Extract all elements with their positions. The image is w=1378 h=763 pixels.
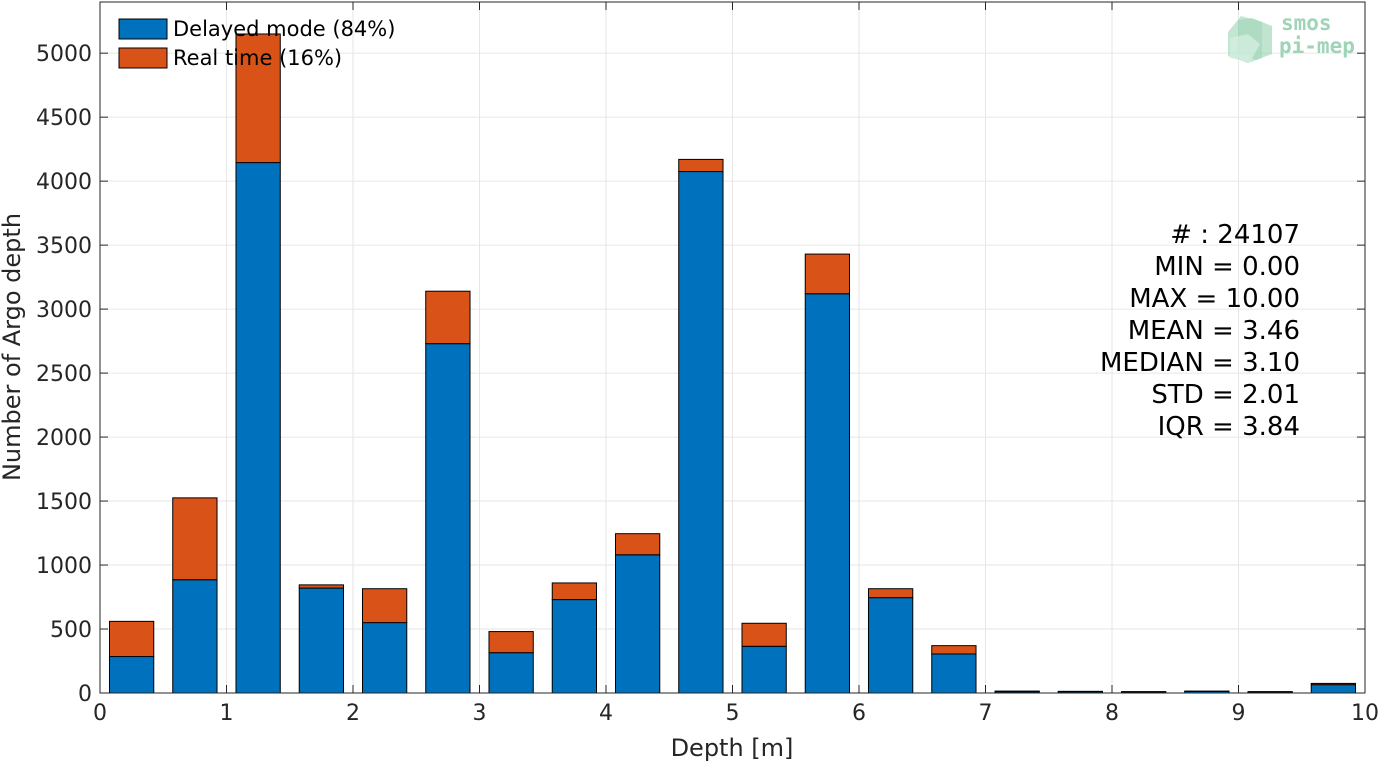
bar-delayed-mode	[361, 622, 408, 694]
stat-mean: MEAN = 3.46	[1128, 316, 1300, 346]
bar-real-time	[298, 584, 345, 589]
bar-delayed-mode	[488, 652, 534, 694]
x-tick-label: 1	[220, 701, 234, 726]
bar-real-time	[108, 620, 155, 658]
y-tick-label: 1000	[36, 554, 92, 579]
bar-real-time	[678, 158, 724, 173]
x-tick-label: 2	[346, 701, 360, 726]
y-axis-title: Number of Argo depth	[0, 213, 26, 481]
bar-delayed-mode	[678, 171, 724, 694]
bar-delayed-mode	[741, 645, 787, 694]
x-tick-label: 0	[93, 701, 107, 726]
bar-delayed-mode	[425, 343, 471, 694]
stat-std: STD = 2.01	[1151, 380, 1300, 410]
bar-real-time	[551, 582, 598, 601]
bar-real-time	[172, 497, 218, 581]
bar-delayed-mode	[804, 293, 851, 694]
smos-pimep-logo: smos pi-mep	[1228, 11, 1355, 63]
bar-delayed-mode	[235, 162, 281, 694]
legend: Delayed mode (84%) Real time (16%)	[118, 17, 395, 70]
bar-delayed-mode	[931, 653, 977, 694]
bar-delayed-mode	[867, 597, 914, 694]
y-tick-label: 0	[78, 682, 92, 707]
bar-real-time	[361, 588, 408, 624]
y-tick-label: 1500	[36, 490, 92, 515]
bar-delayed-mode	[1310, 684, 1357, 694]
y-tick-label: 3500	[36, 234, 92, 259]
bar-real-time	[425, 290, 471, 345]
logo-graphic-icon	[1228, 16, 1272, 63]
bar-real-time	[235, 33, 281, 164]
legend-swatch-realtime	[118, 47, 168, 69]
x-tick-label: 3	[473, 701, 487, 726]
legend-label-realtime: Real time (16%)	[173, 46, 342, 70]
bar-delayed-mode	[108, 656, 155, 694]
stats-annotation: # : 24107 MIN = 0.00 MAX = 10.00 MEAN = …	[1100, 220, 1300, 442]
bar-real-time	[867, 588, 914, 599]
y-tick-label: 3000	[36, 298, 92, 323]
x-tick-label: 6	[852, 701, 866, 726]
logo-text-smos: smos	[1281, 11, 1332, 35]
stat-min: MIN = 0.00	[1154, 252, 1300, 282]
legend-label-delayed: Delayed mode (84%)	[173, 17, 395, 41]
bar-real-time	[614, 533, 661, 556]
x-tick-label: 5	[726, 701, 740, 726]
y-tick-label: 500	[50, 618, 92, 643]
bar-real-time	[1310, 682, 1357, 686]
y-tick-label: 5000	[36, 42, 92, 67]
stat-iqr: IQR = 3.84	[1158, 412, 1300, 442]
legend-swatch-delayed	[118, 18, 168, 40]
y-tick-labels: 0 500 1000 1500 2000 2500 3000 3500 4000 4500 5000	[36, 42, 92, 707]
x-tick-label: 9	[1232, 701, 1246, 726]
x-tick-label: 4	[599, 701, 613, 726]
stat-median: MEDIAN = 3.10	[1100, 348, 1300, 378]
bars	[108, 33, 1357, 694]
stat-max: MAX = 10.00	[1129, 284, 1300, 314]
x-axis-title: Depth [m]	[671, 734, 794, 762]
x-tick-label: 7	[979, 701, 993, 726]
axis-ticks	[99, 2, 1366, 694]
x-tick-label: 10	[1351, 701, 1378, 726]
y-tick-label: 4000	[36, 170, 92, 195]
bar-real-time	[931, 645, 977, 655]
bar-real-time	[741, 622, 787, 647]
y-tick-label: 2500	[36, 362, 92, 387]
y-tick-label: 2000	[36, 426, 92, 451]
bar-delayed-mode	[614, 554, 661, 694]
bar-delayed-mode	[172, 579, 218, 694]
x-tick-labels: 0 1 2 3 4 5 6 7 8 9 10	[93, 701, 1378, 726]
bar-delayed-mode	[551, 599, 598, 694]
stat-count: # : 24107	[1170, 220, 1300, 250]
bar-real-time	[994, 690, 1040, 693]
bar-real-time	[488, 631, 534, 654]
y-tick-label: 4500	[36, 106, 92, 131]
bar-real-time	[804, 253, 851, 295]
x-tick-label: 8	[1105, 701, 1119, 726]
bar-delayed-mode	[298, 587, 345, 694]
logo-text-pimep: pi-mep	[1279, 34, 1355, 58]
